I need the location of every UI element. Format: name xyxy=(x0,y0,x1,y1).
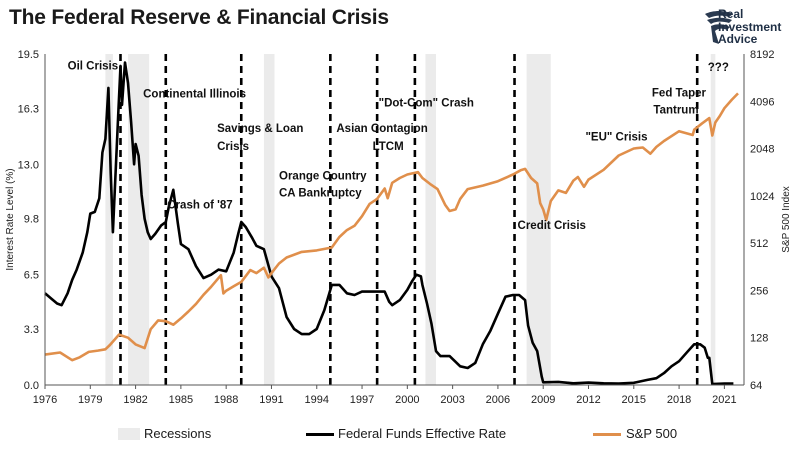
x-tick-label: 1985 xyxy=(169,394,193,406)
x-tick-label: 2018 xyxy=(667,394,691,406)
series-lines xyxy=(44,61,739,386)
annotation-label: Savings & Loan xyxy=(217,123,303,135)
brand-line: Advice xyxy=(718,32,758,46)
legend-swatch-sp500 xyxy=(593,433,621,436)
y-tick-label-right: 512 xyxy=(750,238,768,250)
x-tick-label: 1988 xyxy=(214,394,238,406)
annotation-label: "Dot-Com" Crash xyxy=(379,98,474,110)
annotation-label: Tantrum xyxy=(653,104,698,116)
y-tick-label-left: 3.3 xyxy=(24,324,39,336)
y-tick-label-right: 256 xyxy=(750,285,768,297)
annotations: Oil Crisis Continental Illinois Savings & … xyxy=(68,60,729,232)
recession-band xyxy=(710,54,716,385)
legend-label-fed-funds: Federal Funds Effective Rate xyxy=(338,426,507,441)
y-tick-label-left: 13.0 xyxy=(18,159,39,171)
x-tick-label: 2012 xyxy=(576,394,600,406)
brand-logo xyxy=(705,11,733,44)
x-tick-label: 1979 xyxy=(78,394,102,406)
y-tick-label-left: 19.5 xyxy=(18,49,39,61)
x-tick-label: 1991 xyxy=(259,394,283,406)
legend-label-sp500: S&P 500 xyxy=(626,426,678,441)
recession-band xyxy=(425,54,437,385)
y-axis-title-left: Interest Rate Level (%) xyxy=(5,168,16,270)
legend-label-recessions: Recessions xyxy=(144,426,212,441)
legend-swatch-fed-funds xyxy=(306,433,334,436)
y-tick-label-right: 1024 xyxy=(750,191,774,203)
annotation-label: Orange Country xyxy=(279,171,367,183)
x-tick-label: 1994 xyxy=(305,394,329,406)
fed-funds-line xyxy=(44,61,734,386)
y-tick-label-right: 8192 xyxy=(750,49,774,61)
annotation-label: LTCM xyxy=(373,141,404,153)
sp500-line xyxy=(44,92,739,362)
y-tick-label-right: 64 xyxy=(750,380,762,392)
y-tick-label-left: 0.0 xyxy=(24,380,39,392)
chart-title: The Federal Reserve & Financial Crisis xyxy=(9,6,389,29)
eagle-icon xyxy=(705,11,733,44)
y-tick-label-right: 4096 xyxy=(750,96,774,108)
y-tick-label-left: 9.8 xyxy=(24,214,39,226)
annotation-label: ??? xyxy=(708,62,729,74)
brand-text: Real Investment Advice xyxy=(718,8,781,46)
chart-canvas: 1976 1979 1982 1985 1988 1991 1994 1997 2000 2003… xyxy=(5,49,792,406)
x-tick-label: 1976 xyxy=(33,394,57,406)
y-tick-label-left: 16.3 xyxy=(18,103,39,115)
recession-band xyxy=(105,54,113,385)
annotation-label: CA Bankruptcy xyxy=(279,188,362,200)
x-tick-label: 2009 xyxy=(531,394,555,406)
annotation-label: Crisis xyxy=(217,141,249,153)
brand-line: Real xyxy=(718,7,744,21)
legend-swatch-recessions xyxy=(118,428,140,440)
x-tick-label: 2003 xyxy=(440,394,464,406)
y-tick-label-right: 2048 xyxy=(750,144,774,156)
y-tick-label-right: 128 xyxy=(750,333,768,345)
x-tick-label: 2021 xyxy=(712,394,736,406)
annotation-label: "EU" Crisis xyxy=(585,132,647,144)
x-tick-label: 1997 xyxy=(350,394,374,406)
annotation-label: Crash of '87 xyxy=(167,199,232,211)
annotation-label: Continental Illinois xyxy=(143,88,246,100)
annotation-label: Oil Crisis xyxy=(68,60,119,72)
x-tick-label: 2000 xyxy=(395,394,419,406)
brand-line: Investment xyxy=(718,19,782,34)
annotation-label: Fed Taper xyxy=(652,87,707,99)
x-tick-label: 2006 xyxy=(486,394,510,406)
x-tick-label: 1982 xyxy=(123,394,147,406)
annotation-label: Credit Crisis xyxy=(518,220,586,232)
legend: Recessions Federal Funds Effective Rate … xyxy=(0,420,800,450)
annotation-label: Asian Contagion xyxy=(336,123,427,135)
x-tick-label: 2015 xyxy=(622,394,646,406)
y-tick-label-left: 6.5 xyxy=(24,270,39,282)
y-axis-title-right: S&P 500 Index xyxy=(781,186,792,253)
recession-band xyxy=(263,54,275,385)
axes: 1976 1979 1982 1985 1988 1991 1994 1997 2000 2003… xyxy=(5,49,792,406)
